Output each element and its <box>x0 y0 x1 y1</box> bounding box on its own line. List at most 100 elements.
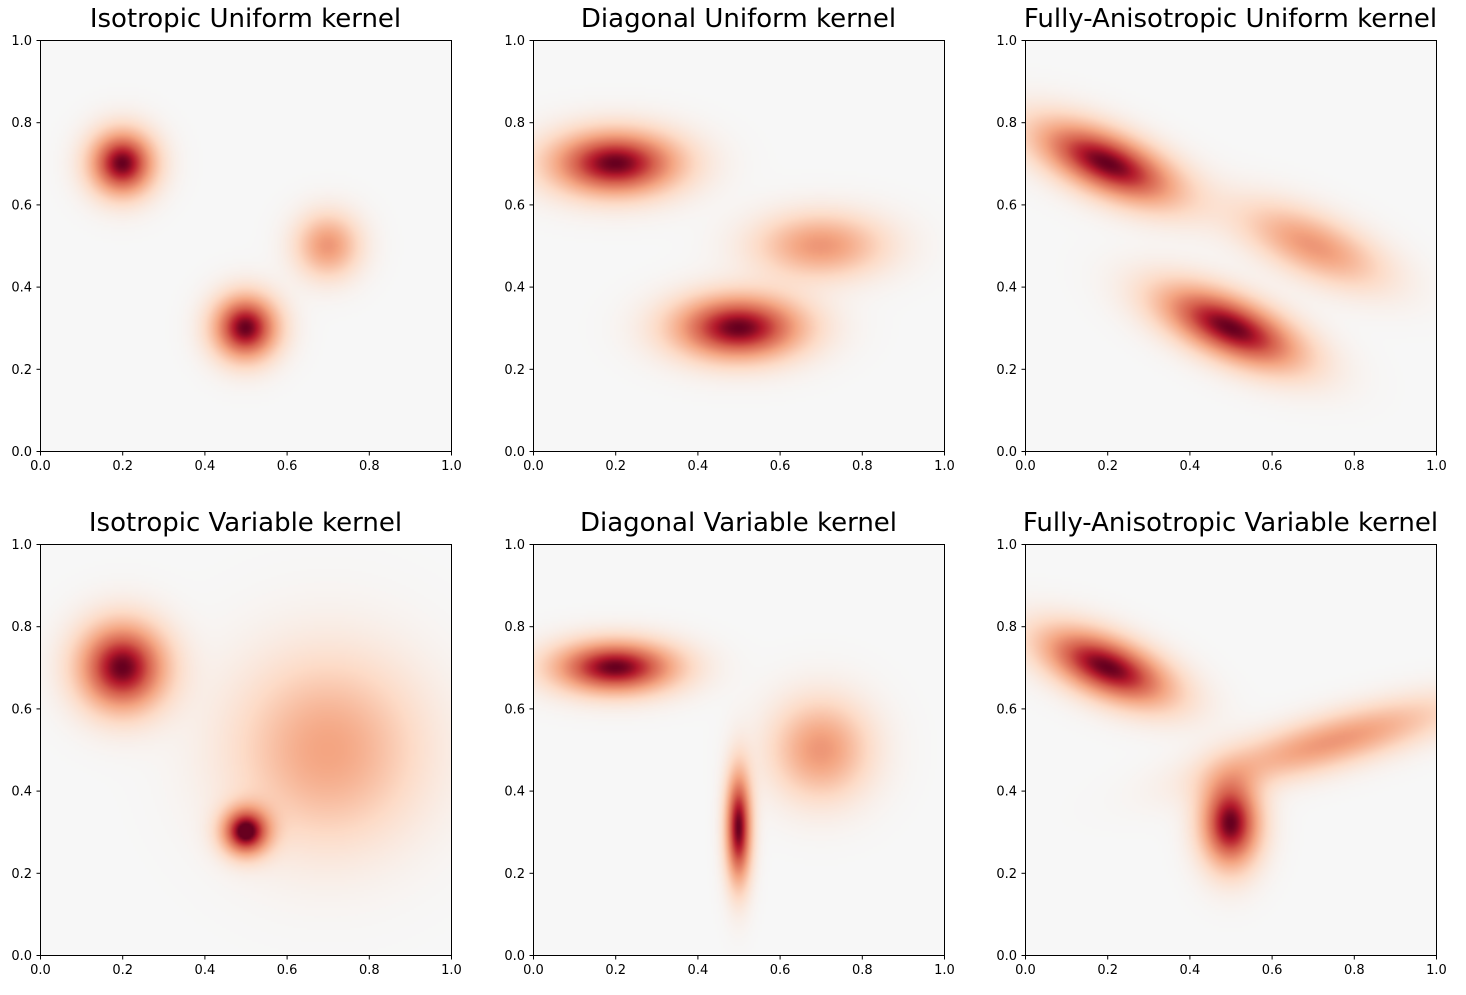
y-tick-label: 0.6 <box>996 702 1017 717</box>
x-tick-label: 0.0 <box>30 963 51 978</box>
y-tick-label: 1.0 <box>11 34 32 49</box>
subplot-1: Isotropic Uniform kernel 0.0 0.2 0.4 0.6 0.8 1… <box>0 2 462 474</box>
axes-frame <box>533 40 945 452</box>
x-tick-label: 1.0 <box>1426 459 1447 474</box>
y-tick-label: 1.0 <box>504 538 525 553</box>
x-tick-label: 0.8 <box>1344 963 1365 978</box>
heatmap-image <box>1025 544 1436 955</box>
y-tick-label: 0.0 <box>11 949 32 964</box>
subplot-title: Fully-Anisotropic Uniform kernel <box>1023 4 1438 34</box>
subplot-title: Fully-Anisotropic Variable kernel <box>1022 508 1439 538</box>
axes: 0.0 0.2 0.4 0.6 0.8 1.0 0.0 0.2 0.4 0.6 0.8 1.0 <box>996 538 1447 978</box>
x-tick-label: 0.8 <box>359 459 380 474</box>
y-tick-label: 0.0 <box>504 949 525 964</box>
y-tick-label: 0.4 <box>504 785 525 800</box>
y-tick-label: 0.2 <box>504 363 525 378</box>
y-tick-label: 0.8 <box>504 620 525 635</box>
y-tick-label: 0.4 <box>996 281 1017 296</box>
x-tick-label: 1.0 <box>441 459 462 474</box>
axes: 0.0 0.2 0.4 0.6 0.8 1.0 0.0 0.2 0.4 0.6 0.8 1.0 <box>996 34 1447 474</box>
heatmap-image <box>1025 40 1436 451</box>
x-tick-label: 0.2 <box>112 963 133 978</box>
x-tick-label: 0.6 <box>770 459 791 474</box>
heatmap-image <box>533 40 944 451</box>
axes-frame <box>40 544 452 956</box>
x-tick-label: 1.0 <box>1426 963 1447 978</box>
axes-frame <box>1025 40 1437 452</box>
y-tick-label: 0.6 <box>504 198 525 213</box>
x-tick-label: 0.4 <box>1180 459 1201 474</box>
y-tick-label: 0.0 <box>996 949 1017 964</box>
y-tick-label: 0.0 <box>996 445 1017 460</box>
y-tick-label: 0.6 <box>996 198 1017 213</box>
y-tick-label: 0.8 <box>11 116 32 131</box>
y-tick-label: 1.0 <box>504 34 525 49</box>
y-tick-label: 0.8 <box>504 116 525 131</box>
subplot-6: Fully-Anisotropic Variable kernel 0.0 0.2 0… <box>985 506 1447 978</box>
x-tick-label: 0.6 <box>277 963 298 978</box>
subplot-title: Diagonal Variable kernel <box>579 508 898 538</box>
y-tick-label: 1.0 <box>996 538 1017 553</box>
x-tick-label: 0.4 <box>688 459 709 474</box>
heatmap-image <box>40 544 451 955</box>
y-tick-label: 0.8 <box>11 620 32 635</box>
x-tick-label: 1.0 <box>441 963 462 978</box>
x-tick-label: 0.0 <box>523 459 544 474</box>
x-tick-label: 0.6 <box>770 963 791 978</box>
y-tick-label: 0.8 <box>996 116 1017 131</box>
subplot-3: Fully-Anisotropic Uniform kernel 0.0 0.2 0.… <box>985 2 1447 474</box>
heatmap-image <box>533 544 944 955</box>
axes-frame <box>533 544 945 956</box>
y-tick-label: 0.2 <box>11 867 32 882</box>
y-tick-label: 0.4 <box>996 785 1017 800</box>
x-tick-label: 0.8 <box>852 459 873 474</box>
x-tick-label: 0.2 <box>605 459 626 474</box>
x-tick-label: 0.4 <box>195 963 216 978</box>
x-tick-label: 0.4 <box>688 963 709 978</box>
subplot-5: Diagonal Variable kernel 0.0 0.2 0.4 0.6 0.8 1… <box>493 506 955 978</box>
subplot-title: Isotropic Variable kernel <box>88 508 403 538</box>
heatmap-image <box>40 40 451 451</box>
x-tick-label: 0.8 <box>852 963 873 978</box>
y-tick-label: 0.0 <box>11 445 32 460</box>
x-tick-label: 0.2 <box>605 963 626 978</box>
x-tick-label: 0.2 <box>112 459 133 474</box>
x-tick-label: 0.0 <box>30 459 51 474</box>
y-tick-label: 0.6 <box>11 198 32 213</box>
y-tick-label: 0.4 <box>11 785 32 800</box>
axes: 0.0 0.2 0.4 0.6 0.8 1.0 0.0 0.2 0.4 0.6 0.8 1.0 <box>504 34 955 474</box>
axes: 0.0 0.2 0.4 0.6 0.8 1.0 0.0 0.2 0.4 0.6 0.8 1.0 <box>504 538 955 978</box>
y-tick-label: 0.2 <box>504 867 525 882</box>
x-tick-label: 0.4 <box>195 459 216 474</box>
axes: 0.0 0.2 0.4 0.6 0.8 1.0 0.0 0.2 0.4 0.6 0.8 1.0 <box>11 34 462 474</box>
x-tick-label: 0.6 <box>1262 963 1283 978</box>
y-tick-label: 0.2 <box>996 867 1017 882</box>
x-tick-label: 0.0 <box>523 963 544 978</box>
x-tick-label: 0.4 <box>1180 963 1201 978</box>
x-tick-label: 0.0 <box>1015 459 1036 474</box>
subplot-4: Isotropic Variable kernel 0.0 0.2 0.4 0.6 0.8… <box>0 506 462 978</box>
axes-frame <box>40 40 452 452</box>
subplot-title: Diagonal Uniform kernel <box>580 4 897 34</box>
subplot-2: Diagonal Uniform kernel 0.0 0.2 0.4 0.6 0.8 1.… <box>493 2 955 474</box>
y-tick-label: 1.0 <box>996 34 1017 49</box>
x-tick-label: 0.0 <box>1015 963 1036 978</box>
y-tick-label: 0.4 <box>11 281 32 296</box>
y-tick-label: 0.0 <box>504 445 525 460</box>
x-tick-label: 1.0 <box>934 459 955 474</box>
y-tick-label: 0.4 <box>504 281 525 296</box>
x-tick-label: 0.8 <box>1344 459 1365 474</box>
y-tick-label: 0.2 <box>996 363 1017 378</box>
y-tick-label: 0.8 <box>996 620 1017 635</box>
y-tick-label: 0.2 <box>11 363 32 378</box>
y-tick-label: 0.6 <box>11 702 32 717</box>
x-tick-label: 0.2 <box>1097 963 1118 978</box>
x-tick-label: 0.8 <box>359 963 380 978</box>
subplot-title: Isotropic Uniform kernel <box>89 4 402 34</box>
x-tick-label: 0.6 <box>277 459 298 474</box>
x-tick-label: 1.0 <box>934 963 955 978</box>
y-tick-label: 1.0 <box>11 538 32 553</box>
y-tick-label: 0.6 <box>504 702 525 717</box>
x-tick-label: 0.2 <box>1097 459 1118 474</box>
axes-frame <box>1025 544 1437 956</box>
